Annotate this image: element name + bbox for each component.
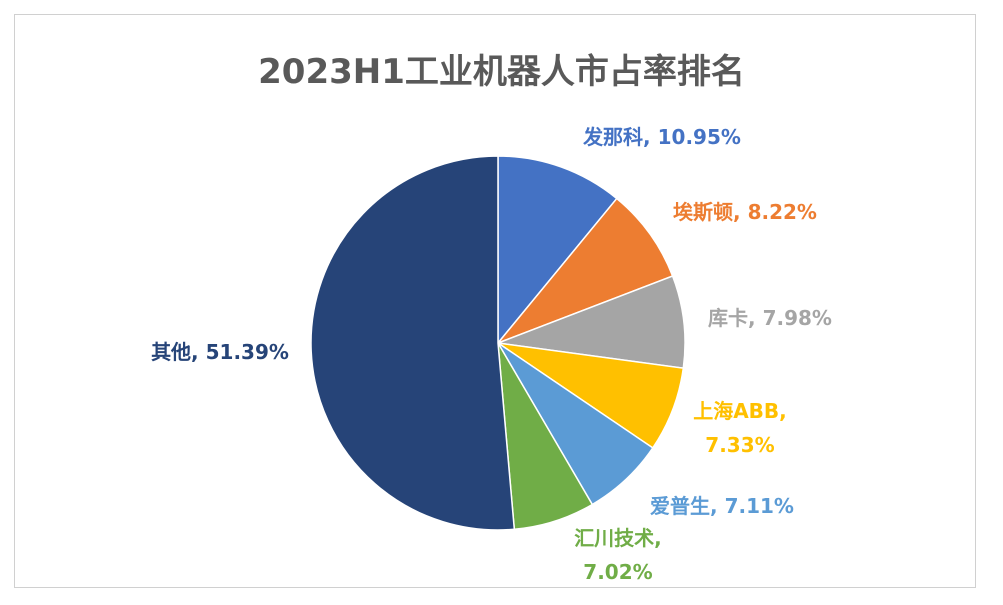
data-label: 汇川技术, 7.02% xyxy=(574,526,662,584)
data-label: 埃斯顿, 8.22% xyxy=(673,200,817,224)
chart-title: 2023H1工业机器人市占率排名 xyxy=(258,52,745,92)
data-label: 爱普生, 7.11% xyxy=(650,494,794,518)
chart-frame xyxy=(14,14,976,588)
pie-slice xyxy=(497,275,686,370)
data-label: 其他, 51.39% xyxy=(151,340,289,364)
pie-slice xyxy=(495,197,674,345)
data-label: 库卡, 7.98% xyxy=(708,306,832,330)
data-label: 上海ABB, 7.33% xyxy=(693,399,787,457)
data-label: 发那科, 10.95% xyxy=(583,125,741,149)
pie-slice xyxy=(310,155,516,531)
pie-slice xyxy=(497,155,618,346)
